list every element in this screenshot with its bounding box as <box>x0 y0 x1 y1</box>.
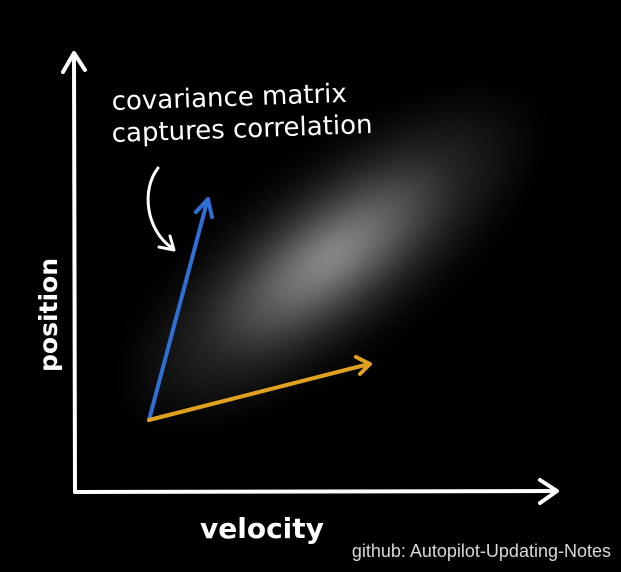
watermark-text: github: Autopilot-Updating-Notes <box>351 541 611 561</box>
eigenvector-major-arrow <box>147 197 214 422</box>
eigenvector-minor-arrow <box>147 355 372 422</box>
y-axis-label: position <box>34 258 63 372</box>
x-axis <box>73 478 559 505</box>
y-axis <box>61 51 87 494</box>
curved-pointer-arrow <box>146 166 176 252</box>
gaussian-blob <box>118 86 542 430</box>
x-axis-label: velocity <box>200 512 324 545</box>
